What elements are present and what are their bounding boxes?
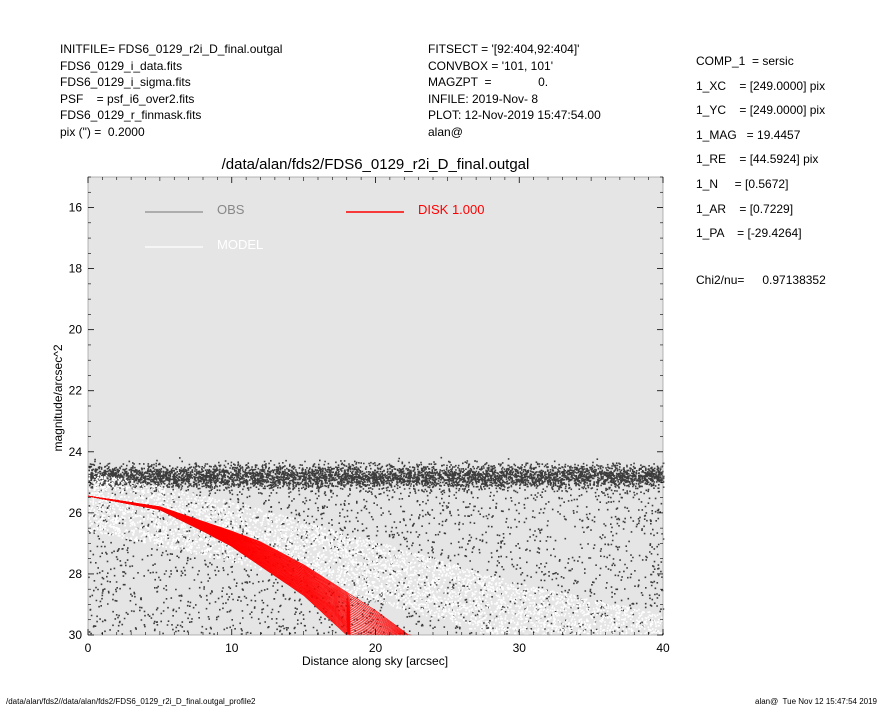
header-right-line: 1_YC = [249.0000] pix (696, 103, 826, 118)
model-series (88, 471, 665, 637)
x-axis-label: Distance along sky [arcsec] (302, 654, 448, 668)
obs-series (88, 456, 665, 636)
legend-label-1: MODEL (217, 237, 263, 252)
x-tick-label: 10 (225, 641, 239, 655)
obs-points (88, 456, 665, 636)
header-right-line: COMP_1 = sersic (696, 54, 794, 68)
y-tick-label: 22 (69, 384, 83, 398)
header-mid-line: FITSECT = '[92:404,92:404]' (428, 42, 580, 56)
plot-area (88, 177, 663, 635)
y-tick-label: 20 (69, 323, 83, 337)
header-right-line: 1_PA = [-29.4264] (696, 226, 802, 241)
model-points (88, 471, 665, 637)
legend-label-0: OBS (217, 202, 245, 217)
header-mid-block: FITSECT = '[92:404,92:404]' CONVBOX = '10… (428, 41, 601, 140)
header-mid-line: CONVBOX = '101, 101' (428, 58, 553, 73)
header-left-line: FDS6_0129_r_finmask.fits (60, 108, 202, 122)
header-right-line: 1_RE = [44.5924] pix (696, 152, 819, 167)
y-tick-label: 28 (69, 567, 83, 581)
x-tick-label: 30 (513, 641, 527, 655)
legend-label-2: DISK 1.000 (418, 202, 485, 217)
x-tick-label: 40 (656, 641, 670, 655)
header-mid-line: INFILE: 2019-Nov- 8 (428, 91, 539, 106)
disk-series (87, 495, 412, 636)
footer-user-timestamp: alan@ Tue Nov 12 15:47:54 2019 (755, 697, 877, 706)
header-left-block: INITFILE= FDS6_0129_r2i_D_final.outgal FD… (60, 41, 282, 140)
header-left-line: PSF = psf_i6_over2.fits (60, 91, 195, 106)
x-tick-label: 0 (85, 641, 92, 655)
header-left-line: FDS6_0129_i_data.fits (60, 58, 183, 73)
chart-title: /data/alan/fds2/FDS6_0129_r2i_D_final.ou… (221, 156, 530, 173)
disk-line (87, 495, 348, 636)
header-left-line: INITFILE= FDS6_0129_r2i_D_final.outgal (60, 42, 283, 56)
header-right-line: 1_MAG = 19.4457 (696, 127, 801, 142)
header-right-line: 1_XC = [249.0000] pix (696, 78, 826, 93)
y-tick-label: 26 (69, 506, 83, 520)
header-mid-line: alan@ (428, 124, 463, 139)
header-mid-line: PLOT: 12-Nov-2019 15:47:54.00 (428, 108, 601, 122)
y-tick-label: 18 (69, 262, 83, 276)
legend: OBS MODEL DISK 1.000 (145, 202, 485, 252)
chi2-label: Chi2/nu= (696, 273, 745, 287)
header-left-line: FDS6_0129_i_sigma.fits (60, 75, 191, 89)
y-tick-label: 24 (69, 445, 83, 459)
y-tick-label: 16 (69, 201, 83, 215)
header-left-line: pix (") = 0.2000 (60, 124, 145, 139)
header-right-block: COMP_1 = sersic 1_XC = [249.0000] pix 1_YC… (696, 49, 825, 246)
header-right-line: 1_N = [0.5672] (696, 176, 789, 191)
x-tick-label: 20 (369, 641, 383, 655)
footer-path: /data/alan/fds2//data/alan/fds2/FDS6_012… (6, 697, 256, 706)
header-mid-line: MAGZPT = 0. (428, 75, 549, 89)
y-axis-label: magnitude/arcsec^2 (51, 344, 65, 451)
header-right-line: 1_AR = [0.7229] (696, 201, 794, 216)
chi2-readout: Chi2/nu= 0.97138352 (696, 273, 826, 287)
y-tick-label: 30 (69, 628, 83, 642)
chi2-value: 0.97138352 (762, 273, 826, 287)
